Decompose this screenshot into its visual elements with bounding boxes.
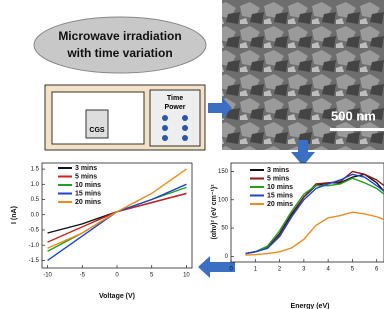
y-tick-label: 50 [221, 226, 228, 232]
y-tick-label: 1.0 [31, 182, 40, 188]
sem-image [222, 0, 384, 150]
scale-label: 500 nm [331, 108, 376, 123]
legend-label: 5 mins [75, 173, 97, 180]
bubble-text: Microwave irradiation [58, 29, 181, 43]
x-tick-label: 10 [183, 273, 190, 279]
y-tick-label: 0.5 [31, 197, 40, 203]
bubble-text: with time variation [66, 46, 172, 60]
legend-label: 10 mins [267, 184, 293, 191]
x-tick-label: 2 [278, 267, 282, 273]
x-tick-label: 1 [254, 267, 258, 273]
y-tick-label: 1.5 [31, 167, 40, 173]
y-tick-label: -0.5 [29, 228, 40, 234]
x-axis-label: Voltage (V) [99, 293, 135, 300]
graphic: 500 nm Microwave irradiation with time v… [0, 0, 384, 309]
sample-label: CGS [89, 127, 105, 134]
legend-label: 15 mins [75, 190, 101, 197]
legend-label: 3 mins [75, 165, 97, 172]
y-tick-label: -1.5 [29, 258, 40, 264]
y-tick-label: 100 [218, 197, 229, 203]
x-tick-label: 0 [115, 273, 119, 279]
y-axis-label: I (nA) [11, 206, 18, 224]
bubble [34, 17, 206, 73]
x-tick-label: -10 [43, 273, 52, 279]
legend-label: 10 mins [75, 182, 101, 189]
legend-label: 15 mins [267, 192, 293, 199]
legend-label: 20 mins [267, 201, 293, 208]
scale-bar [330, 128, 384, 131]
y-tick-label: 0 [225, 254, 229, 260]
y-tick-label: 0.0 [31, 212, 40, 218]
x-axis-label: Energy (eV) [291, 303, 330, 309]
x-tick-label: 5 [150, 273, 154, 279]
x-tick-label: 4 [326, 267, 330, 273]
panel-label: Time [167, 95, 183, 102]
y-axis-label: (αhν)² (eV cm⁻¹)² [211, 184, 218, 240]
x-tick-label: 5 [351, 267, 355, 273]
x-tick-label: 3 [302, 267, 306, 273]
x-tick-label: 6 [375, 267, 379, 273]
plot-area [42, 163, 192, 268]
legend-label: 20 mins [75, 199, 101, 206]
panel-label: Power [164, 104, 185, 111]
y-tick-label: -1.0 [29, 243, 40, 249]
legend-label: 5 mins [267, 175, 289, 182]
x-tick-label: -5 [80, 273, 86, 279]
legend-label: 3 mins [267, 167, 289, 174]
y-tick-label: 150 [218, 169, 229, 175]
